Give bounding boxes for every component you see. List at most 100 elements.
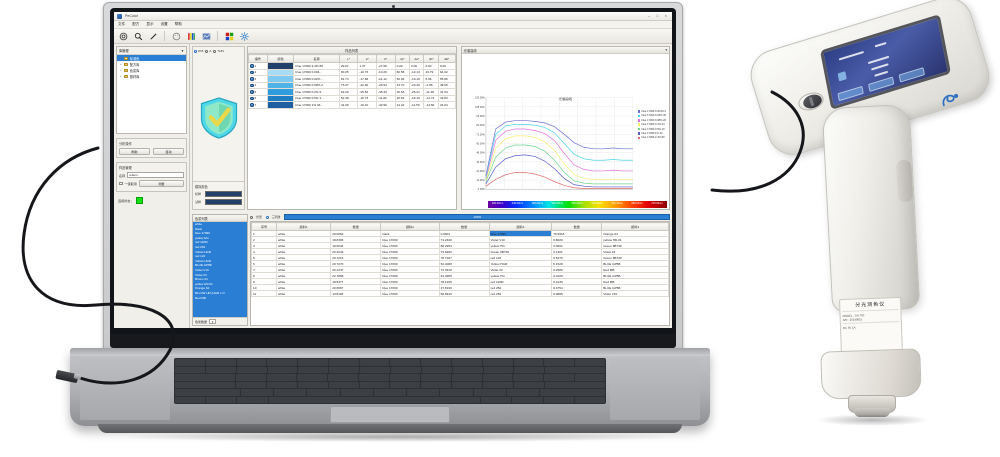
list-item[interactable]: Yellow HGR [195, 249, 212, 254]
colorbars-icon[interactable] [186, 31, 196, 41]
list-item[interactable]: red 110M [195, 240, 208, 245]
maximize-button[interactable]: □ [656, 13, 659, 18]
sidebar-item-colorant-lib[interactable]: + 色浆库 [117, 67, 186, 73]
radio-tristimulus[interactable] [265, 215, 269, 219]
list-item[interactable]: Violet V10 [195, 267, 209, 272]
sidebar-item-formula-lib[interactable]: + 配方库 [117, 61, 186, 67]
list-item[interactable]: yellow HR-01 [195, 281, 213, 286]
device-screen-button[interactable] [898, 67, 926, 83]
list-item[interactable]: white [195, 222, 203, 226]
colorgrid-icon[interactable] [224, 31, 234, 41]
one-key-checkbox[interactable] [119, 181, 123, 186]
y-axis-tick-label: 108.00% [475, 106, 485, 109]
table-row[interactable]: 1 blue 17090 2.4% 80 29.67 1.37 -27.08 0.00 0.… [248, 62, 456, 70]
table-row[interactable]: 3 white 19.6044 blue 17090 80.2954 yellow HG 0… [251, 242, 669, 249]
column-header[interactable]: b* [376, 54, 396, 63]
trackpad[interactable] [330, 406, 450, 423]
colorant-count-stepper[interactable]: 3 [209, 319, 217, 324]
measure-icon[interactable] [118, 31, 128, 41]
legend-item[interactable]: blue 17090 2.4% 80 [637, 136, 666, 139]
list-item[interactable]: black [195, 226, 203, 231]
cell-dL: 14.42 [394, 101, 411, 109]
legend-item[interactable]: blue 17090 0.5% 19 [637, 128, 666, 131]
measure-button[interactable]: 测量 [138, 180, 184, 187]
table-row[interactable]: 6 blue 17090 0.5% 1... 52.48 -16.73 -41.82 22… [248, 94, 456, 102]
legend-item[interactable]: blue 17090 0.08% 20 [637, 119, 666, 122]
table-row[interactable]: 7 blue 17090 1% 33... 44.09 -10.10 -40.90 14.… [248, 101, 456, 109]
auto-button[interactable]: 自动 [153, 148, 184, 155]
column-header[interactable]: dL* [394, 54, 411, 63]
column-header[interactable]: 编号 [248, 54, 268, 63]
column-header[interactable]: 序号 [251, 222, 278, 231]
list-item[interactable]: yellow HG [195, 235, 209, 240]
device-screen-button[interactable] [868, 76, 895, 92]
palette-icon[interactable] [171, 31, 181, 41]
table-row[interactable]: 5 blue 17090 0.2% 6... 62.20 -25.84 -38.43 32… [248, 88, 456, 96]
list-item[interactable]: Brown 24 [195, 277, 208, 282]
list-item[interactable]: Yellow HGR [195, 258, 212, 263]
list-item[interactable]: red 254 [195, 244, 206, 249]
legend-item[interactable]: blue 17090 0.02% 30 [637, 114, 666, 117]
spectrum-icon[interactable] [201, 31, 211, 41]
menu-settings[interactable]: 设置 [160, 22, 168, 26]
sample-name-input[interactable]: reborn [127, 172, 184, 178]
sidebar-item-standard-color[interactable]: + 标准色 [117, 55, 186, 61]
column-header[interactable]: 颜料3 [488, 222, 553, 231]
pen-icon[interactable] [148, 31, 158, 41]
column-header[interactable]: L* [338, 54, 359, 63]
cell-db: -2.86 [423, 81, 439, 89]
expand-icon[interactable]: + [120, 74, 122, 78]
column-header[interactable]: 颜料2 [380, 222, 440, 231]
refresh-button[interactable]: 刷新 [119, 148, 150, 155]
table-row[interactable]: 11 white 13.8184 blue 17090 56.8910 red 254 0.… [251, 290, 669, 297]
library-selector[interactable]: 库管理 ▼ [117, 47, 186, 55]
search-icon[interactable] [133, 31, 143, 41]
expand-icon[interactable]: + [120, 68, 122, 72]
menu-formula[interactable]: 配方 [132, 22, 140, 26]
expand-icon[interactable]: + [120, 62, 122, 66]
list-item[interactable]: Red MB [195, 295, 206, 300]
formula-grid-wrapper[interactable]: 序号 颜料1 数量 颜料2 数量 颜料3 数量 颜料4 1 white 20.0062 black 0… [250, 221, 670, 326]
minimize-button[interactable]: – [648, 13, 651, 18]
settings-gear-icon[interactable] [239, 31, 249, 41]
column-header[interactable]: 数量 [551, 222, 603, 231]
chevron-down-icon[interactable]: ▼ [180, 48, 184, 53]
column-header[interactable]: dE* [437, 54, 456, 63]
menu-display[interactable]: 显示 [146, 22, 154, 26]
table-row[interactable]: 3 blue 17090 0.02% ... 81.74 -17.86 -21.12 52… [248, 75, 456, 83]
column-header[interactable]: 颜色 [266, 54, 295, 63]
menu-help[interactable]: 帮助 [174, 22, 182, 26]
radio-spectral[interactable] [250, 215, 253, 219]
keyboard[interactable] [174, 358, 606, 404]
column-header[interactable]: 名称 [293, 54, 340, 63]
radio-tl84[interactable] [213, 49, 217, 53]
list-item[interactable]: Orange 64 [195, 286, 210, 291]
expand-icon[interactable]: + [120, 56, 122, 60]
sidebar-item-substrate-lib[interactable]: + 基材库 [117, 73, 186, 79]
list-item[interactable]: red 122 [195, 254, 206, 259]
list-item[interactable]: BLUE GP5B [195, 263, 212, 268]
chart-options-icon[interactable]: ▾ [665, 47, 667, 52]
legend-item[interactable]: blue 17090 1% 33 [637, 132, 666, 135]
table-row[interactable]: 4 blue 17090 0.08% 2 73.07 -22.00 -29.94 43.7… [248, 81, 456, 89]
menu-file[interactable]: 文件 [118, 22, 126, 26]
device-screen-button[interactable] [837, 85, 864, 102]
list-item[interactable]: blue 17090 [195, 231, 210, 236]
column-header[interactable]: 数量 [330, 222, 382, 231]
column-header[interactable]: 数量 [438, 222, 490, 231]
table-row[interactable]: 2 blue 17090 0.004... 90.25 -10.76 -10.29 60.… [248, 68, 456, 76]
radio-d65[interactable] [194, 49, 197, 53]
column-header[interactable]: da* [409, 54, 425, 63]
list-item[interactable]: Violet 23 [195, 272, 207, 277]
column-header[interactable]: 颜料4 [601, 222, 669, 231]
legend-item[interactable]: blue 17090 0.2% 64 [637, 123, 666, 126]
sample-dot-icon [250, 96, 254, 100]
radio-a[interactable] [205, 49, 209, 53]
list-item[interactable]: BLLOW HR (HGR x O [195, 290, 225, 295]
colorant-list[interactable]: white black blue 17090 yellow HG red 110M red… [193, 222, 247, 317]
close-button[interactable]: × [664, 13, 667, 18]
column-header[interactable]: db* [423, 54, 439, 63]
column-header[interactable]: a* [357, 54, 377, 63]
column-header[interactable]: 颜料1 [276, 222, 332, 231]
legend-item[interactable]: blue 17090 0.004% 2 [637, 110, 666, 113]
